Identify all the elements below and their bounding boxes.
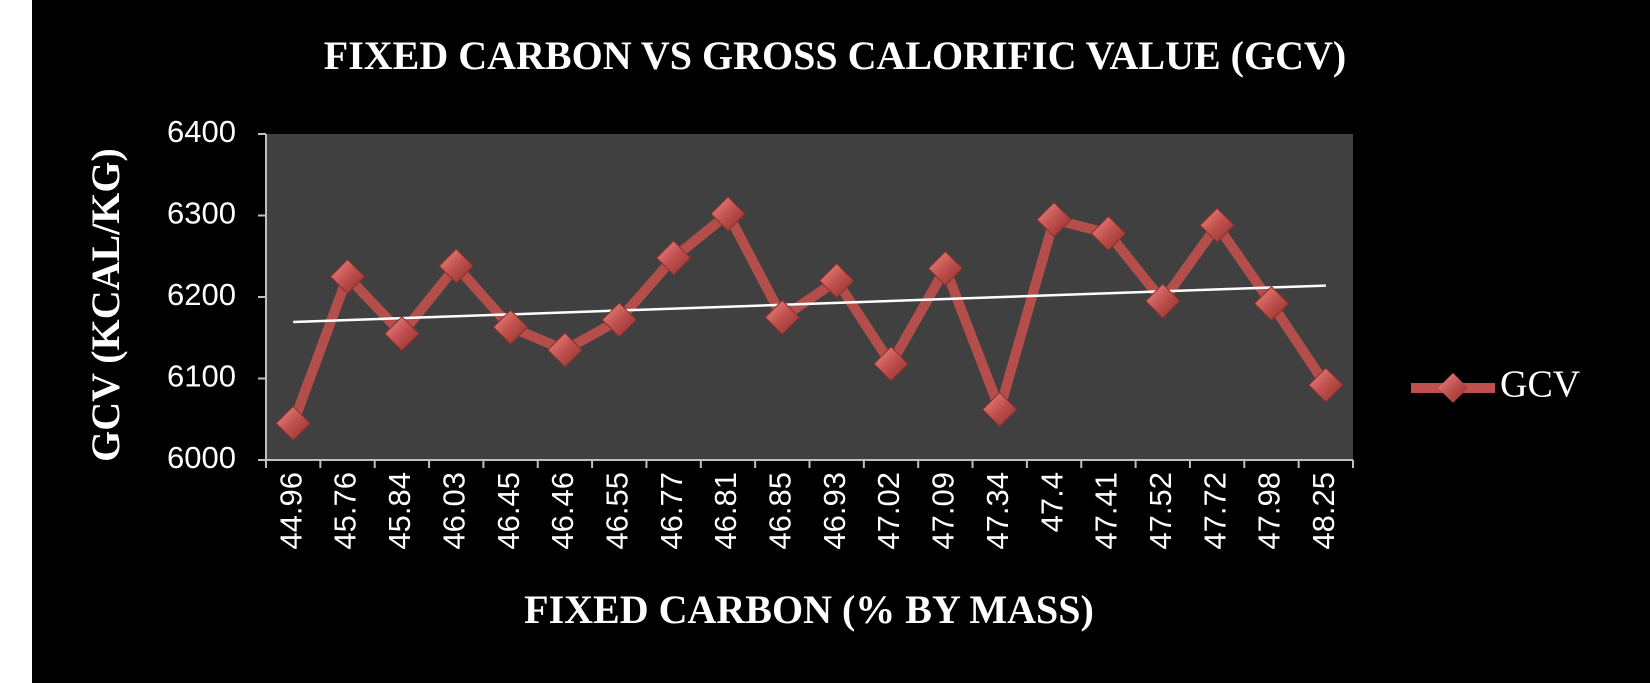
- marker: [927, 250, 964, 287]
- x-tick-label: 47.34: [980, 472, 1015, 550]
- y-axis-title: GCV (KCAL/KG): [83, 148, 128, 462]
- marker: [1199, 207, 1235, 243]
- x-tick-label: 45.76: [328, 472, 363, 550]
- marker: [1090, 215, 1127, 252]
- x-tick-label: 45.84: [382, 472, 417, 550]
- x-tick-label: 47.72: [1197, 472, 1232, 550]
- marker: [655, 240, 692, 276]
- marker: [710, 196, 746, 232]
- x-tick-label: 47.02: [871, 472, 906, 550]
- y-tick-label: 6100: [167, 359, 236, 394]
- marker: [818, 262, 855, 299]
- marker: [547, 332, 583, 368]
- x-tick-label: 46.03: [436, 472, 471, 550]
- marker: [275, 405, 311, 442]
- marker: [438, 248, 474, 284]
- chart-title: FIXED CARBON VS GROSS CALORIFIC VALUE (G…: [324, 33, 1346, 78]
- series-line: [288, 208, 1330, 426]
- x-tick-label: 46.45: [491, 472, 526, 550]
- legend-label: GCV: [1500, 364, 1581, 406]
- marker: [1308, 367, 1344, 403]
- marker: [982, 391, 1018, 428]
- y-tick-label: 6000: [167, 440, 236, 475]
- x-tick-label: 46.46: [545, 472, 580, 550]
- x-tick-label: 44.96: [273, 472, 308, 550]
- x-tick-label: 47.98: [1252, 472, 1287, 550]
- marker: [492, 309, 529, 345]
- x-tick-label: 46.77: [654, 472, 689, 550]
- x-tick-label: 47.52: [1143, 472, 1178, 550]
- marker: [1145, 283, 1181, 319]
- x-tick-label: 47.41: [1089, 472, 1124, 550]
- marker: [1036, 201, 1072, 238]
- marker: [329, 258, 366, 295]
- x-tick-label: 46.85: [763, 472, 798, 550]
- x-tick-label: 47.4: [1034, 472, 1069, 532]
- marker: [764, 299, 801, 336]
- marker: [873, 346, 909, 382]
- x-tick-label: 46.93: [817, 472, 852, 550]
- marker: [384, 315, 420, 352]
- x-tick-label: 48.25: [1306, 472, 1341, 550]
- x-tick-label: 47.09: [926, 472, 961, 550]
- y-tick-label: 6200: [167, 277, 236, 312]
- marker: [1253, 285, 1290, 322]
- y-tick-label: 6300: [167, 196, 236, 231]
- x-axis-title: FIXED CARBON (% BY MASS): [524, 587, 1094, 632]
- y-tick-label: 6400: [167, 114, 236, 149]
- legend-marker: [1438, 373, 1468, 403]
- trendline: [293, 284, 1326, 324]
- x-tick-label: 46.55: [599, 472, 634, 550]
- x-tick-label: 46.81: [708, 472, 743, 550]
- marker: [601, 302, 637, 338]
